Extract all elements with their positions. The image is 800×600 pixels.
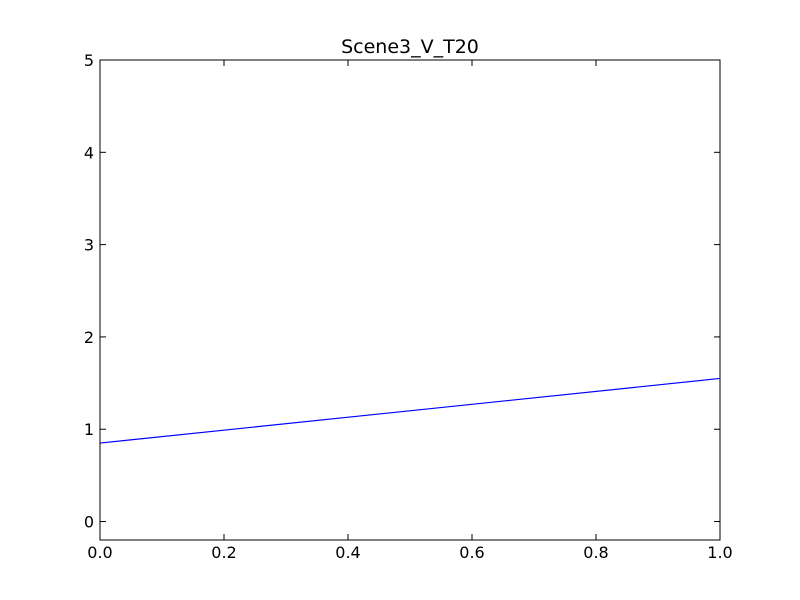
y-tick-label: 4	[84, 143, 94, 162]
y-tick-label: 0	[84, 513, 94, 532]
x-tick-label: 0.4	[335, 543, 360, 562]
chart-title: Scene3_V_T20	[341, 36, 479, 58]
plot-area-frame	[99, 59, 721, 541]
series-layer	[99, 377, 721, 444]
x-tick-label: 0.6	[459, 543, 484, 562]
y-tick-label: 3	[84, 236, 94, 255]
x-tick-label: 0.8	[583, 543, 608, 562]
y-tick-label: 5	[84, 51, 94, 70]
x-tick-label: 0.0	[87, 543, 112, 562]
x-axis: 0.0 0.2 0.4 0.6 0.8 1.0	[87, 60, 733, 562]
x-tick-label: 1.0	[707, 543, 732, 562]
series-line-0	[99, 377, 721, 444]
y-tick-label: 2	[84, 328, 94, 347]
x-tick-label: 0.2	[211, 543, 236, 562]
y-axis: 0 1 2 3 4 5	[84, 51, 720, 532]
y-tick-label: 1	[84, 420, 94, 439]
